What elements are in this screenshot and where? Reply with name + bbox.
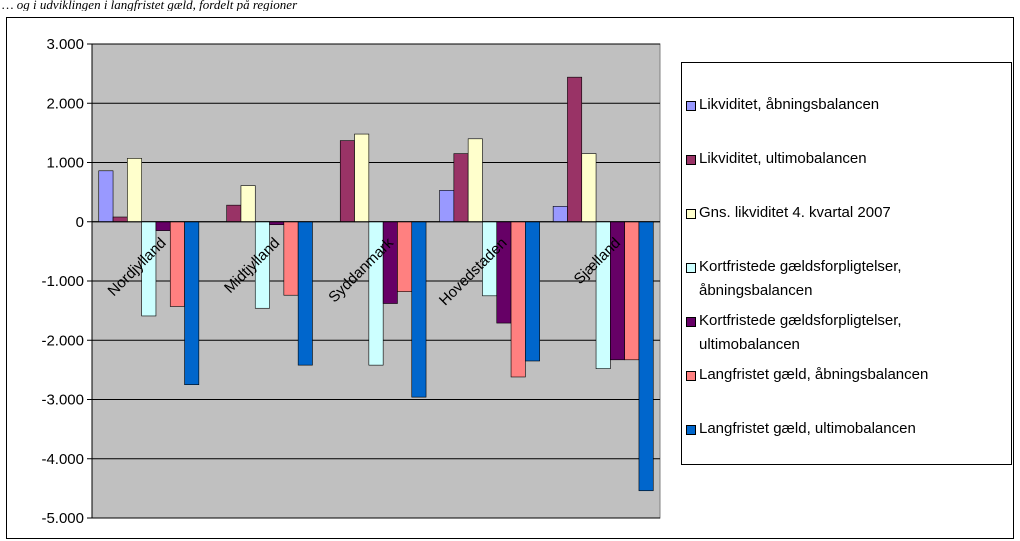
bar xyxy=(397,221,413,292)
legend-swatch xyxy=(686,101,696,111)
y-tick-label: 1.000 xyxy=(46,155,84,172)
chart-caption: … og i udviklingen i langfristet gæld, f… xyxy=(2,0,298,11)
bar xyxy=(98,170,114,223)
bar xyxy=(127,158,142,223)
legend-item: Likviditet, åbningsbalancen xyxy=(682,93,1017,117)
legend-item: Langfristet gæld, åbningsbalancen xyxy=(682,363,1017,387)
bar xyxy=(581,153,597,223)
bar xyxy=(155,221,171,231)
y-tick-label: 0 xyxy=(76,214,84,231)
bar xyxy=(297,221,313,366)
y-tick-label: -3.000 xyxy=(41,392,84,409)
y-tick-label: 2.000 xyxy=(46,95,84,112)
bar xyxy=(184,221,200,385)
legend-swatch xyxy=(686,371,696,381)
bar xyxy=(624,221,640,361)
legend-label: Kortfristede gældsforpligtelser, ultimob… xyxy=(699,312,902,353)
y-tick-label: 3.000 xyxy=(46,36,84,53)
bar xyxy=(240,185,256,223)
legend-swatch xyxy=(686,263,696,273)
legend-label: Langfristet gæld, ultimobalancen xyxy=(699,420,916,437)
bar xyxy=(567,76,583,223)
legend-label: Langfristet gæld, åbningsbalancen xyxy=(699,366,929,383)
bar xyxy=(411,221,427,398)
legend-item: Gns. likviditet 4. kvartal 2007 xyxy=(682,201,1017,225)
legend-item: Likviditet, ultimobalancen xyxy=(682,147,1017,171)
legend-item: Langfristet gæld, ultimobalancen xyxy=(682,417,1017,441)
bar xyxy=(283,221,299,296)
bar xyxy=(453,153,469,223)
legend-swatch xyxy=(686,425,696,435)
legend-swatch xyxy=(686,317,696,327)
legend-label: Gns. likviditet 4. kvartal 2007 xyxy=(699,204,891,221)
legend-label: Likviditet, ultimobalancen xyxy=(699,150,867,167)
legend-item: Kortfristede gældsforpligtelser, ultimob… xyxy=(682,309,1017,357)
chart-legend: Likviditet, åbningsbalancen Likviditet, u… xyxy=(681,62,1012,465)
bar xyxy=(439,190,455,223)
bar xyxy=(354,133,370,223)
y-tick-label: -2.000 xyxy=(41,332,84,349)
bar xyxy=(510,221,526,378)
legend-label: Kortfristede gældsforpligtelser, åbnings… xyxy=(699,258,902,299)
bar xyxy=(467,138,483,223)
legend-swatch xyxy=(686,155,696,165)
bar xyxy=(169,221,185,307)
bar xyxy=(339,140,355,223)
legend-item: Kortfristede gældsforpligtelser, åbnings… xyxy=(682,255,1017,303)
y-tick-label: -1.000 xyxy=(41,273,84,290)
bar xyxy=(382,221,398,304)
y-tick-label: -5.000 xyxy=(41,510,84,527)
bar xyxy=(112,216,128,223)
legend-swatch xyxy=(686,209,696,219)
y-tick-label: -4.000 xyxy=(41,451,84,468)
bar xyxy=(525,221,540,362)
chart-frame xyxy=(6,17,1014,539)
bar xyxy=(638,221,654,492)
legend-label: Likviditet, åbningsbalancen xyxy=(699,96,880,113)
bar xyxy=(226,204,242,223)
bar xyxy=(552,206,568,223)
